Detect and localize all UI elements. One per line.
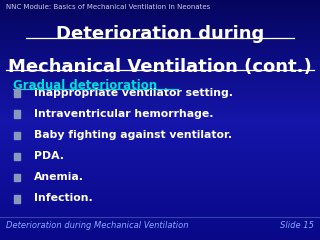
Bar <box>0 116 320 120</box>
Bar <box>0 228 320 232</box>
Bar <box>0 204 320 208</box>
Bar <box>0 24 320 28</box>
Bar <box>0 144 320 148</box>
Bar <box>0 92 320 96</box>
Bar <box>0 20 320 24</box>
Bar <box>0 132 320 136</box>
Bar <box>0 0 320 4</box>
Bar <box>0 40 320 44</box>
Bar <box>0 76 320 80</box>
Bar <box>0 184 320 188</box>
Bar <box>0 160 320 164</box>
Bar <box>0 220 320 224</box>
Text: Deterioration during Mechanical Ventilation: Deterioration during Mechanical Ventilat… <box>6 221 189 230</box>
Bar <box>0 108 320 112</box>
Text: NNC Module: Basics of Mechanical Ventilation in Neonates: NNC Module: Basics of Mechanical Ventila… <box>6 4 211 10</box>
Bar <box>0 44 320 48</box>
Text: Anemia.: Anemia. <box>34 172 84 182</box>
Bar <box>0 8 320 12</box>
Bar <box>0 192 320 196</box>
Bar <box>0 68 320 72</box>
Bar <box>0 120 320 124</box>
Bar <box>0 188 320 192</box>
Bar <box>14 174 20 181</box>
Bar <box>0 60 320 64</box>
Bar <box>0 72 320 76</box>
Bar <box>0 236 320 240</box>
Text: Inappropriate ventilator setting.: Inappropriate ventilator setting. <box>34 88 233 98</box>
Bar <box>14 195 20 203</box>
Bar <box>0 208 320 212</box>
Bar <box>0 232 320 236</box>
Text: Deterioration during: Deterioration during <box>56 25 264 43</box>
Bar <box>0 168 320 172</box>
Text: Slide 15: Slide 15 <box>280 221 314 230</box>
Bar <box>0 36 320 40</box>
Bar <box>14 132 20 139</box>
Bar <box>0 96 320 100</box>
Bar <box>0 164 320 168</box>
Bar <box>0 224 320 228</box>
Bar <box>0 12 320 16</box>
Bar <box>0 152 320 156</box>
Bar <box>0 64 320 68</box>
Bar <box>0 136 320 140</box>
Bar <box>0 172 320 176</box>
Text: Baby fighting against ventilator.: Baby fighting against ventilator. <box>34 130 232 140</box>
Text: Mechanical Ventilation (cont.): Mechanical Ventilation (cont.) <box>8 58 312 76</box>
Text: Gradual deterioration: Gradual deterioration <box>13 79 157 92</box>
Text: Intraventricular hemorrhage.: Intraventricular hemorrhage. <box>34 109 213 119</box>
Bar <box>0 88 320 92</box>
Bar <box>0 52 320 56</box>
Bar <box>0 140 320 144</box>
Bar <box>0 200 320 204</box>
Bar <box>0 84 320 88</box>
Bar <box>0 176 320 180</box>
Bar <box>14 153 20 160</box>
Bar <box>0 196 320 200</box>
Bar <box>0 80 320 84</box>
Bar <box>0 216 320 220</box>
Text: PDA.: PDA. <box>34 151 64 161</box>
Bar <box>0 56 320 60</box>
Bar <box>14 89 20 97</box>
Bar <box>0 180 320 184</box>
Text: Infection.: Infection. <box>34 193 92 203</box>
Bar <box>0 100 320 104</box>
Bar <box>0 156 320 160</box>
Bar <box>0 4 320 8</box>
Bar <box>0 16 320 20</box>
Bar <box>0 48 320 52</box>
Bar <box>0 128 320 132</box>
Bar <box>0 112 320 116</box>
Bar <box>0 212 320 216</box>
Bar <box>0 28 320 32</box>
Bar <box>0 124 320 128</box>
Bar <box>0 104 320 108</box>
Bar <box>0 32 320 36</box>
Bar <box>14 110 20 118</box>
Bar <box>0 148 320 152</box>
